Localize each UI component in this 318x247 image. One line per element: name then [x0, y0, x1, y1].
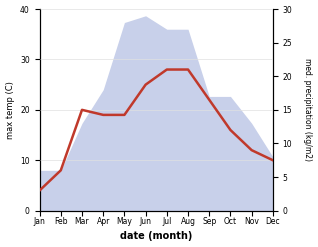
X-axis label: date (month): date (month) [120, 231, 192, 242]
Y-axis label: max temp (C): max temp (C) [5, 81, 15, 139]
Y-axis label: med. precipitation (kg/m2): med. precipitation (kg/m2) [303, 58, 313, 161]
